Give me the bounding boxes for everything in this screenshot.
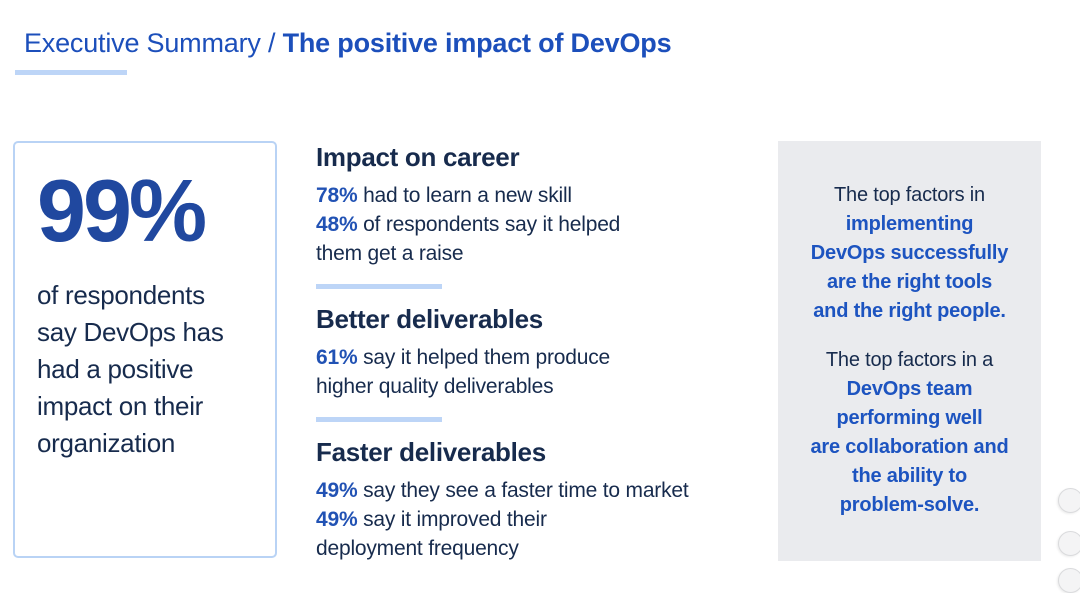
section-lines: 78% had to learn a new skill 48% of respo… — [316, 181, 746, 268]
decorative-dot — [1058, 488, 1080, 513]
decorative-dot — [1058, 568, 1080, 593]
percent-value: 61% — [316, 346, 358, 369]
finding-line: deployment frequency — [316, 537, 519, 560]
callout-panel: The top factors in implementing DevOps suc… — [778, 141, 1041, 561]
finding-line: 49% say it improved their — [316, 508, 547, 531]
finding-line: 48% of respondents say it helped — [316, 213, 621, 236]
finding-line: 78% had to learn a new skill — [316, 184, 572, 207]
finding-section: Faster deliverables 49% say they see a fa… — [316, 436, 746, 563]
decorative-dot — [1058, 531, 1080, 556]
finding-section: Better deliverables 61% say it helped the… — [316, 303, 746, 401]
stat-card: 99% of respondents say DevOps has had a po… — [13, 141, 277, 558]
callout-intro: The top factors in a — [825, 349, 994, 371]
percent-value: 48% — [316, 213, 358, 236]
callout-bold-line: are the right tools — [826, 271, 993, 293]
finding-line: them get a raise — [316, 242, 464, 265]
percent-value: 78% — [316, 184, 358, 207]
section-heading: Impact on career — [316, 142, 520, 172]
section-divider — [316, 417, 442, 422]
percent-value: 49% — [316, 479, 358, 502]
finding-section: Impact on career 78% had to learn a new s… — [316, 141, 746, 268]
page-title-prefix: Executive Summary / — [24, 28, 276, 59]
callout-bold-line: DevOps team — [846, 378, 973, 400]
callout-intro: The top factors in — [834, 184, 985, 206]
percent-value: 49% — [316, 508, 358, 531]
stat-description-line: impact on their — [37, 391, 204, 421]
page-title: Executive Summary / The positive impact … — [24, 26, 672, 60]
callout-bold-line: performing well — [836, 407, 983, 429]
callout-bold-line: are collaboration and — [810, 436, 1009, 458]
stat-value: 99% — [37, 161, 207, 260]
finding-line: higher quality deliverables — [316, 375, 554, 398]
stat-description-line: had a positive — [37, 354, 194, 384]
callout-paragraph: The top factors in implementing DevOps suc… — [794, 181, 1025, 326]
page-title-emphasis: The positive impact of DevOps — [282, 28, 672, 59]
stat-description-line: say DevOps has — [37, 317, 224, 347]
finding-line: 49% say they see a faster time to market — [316, 479, 689, 502]
stat-description-line: organization — [37, 428, 176, 458]
callout-bold-line: DevOps successfully — [810, 242, 1009, 264]
callout-bold-line: problem-solve. — [839, 494, 980, 516]
stat-description-line: of respondents — [37, 280, 205, 310]
section-lines: 61% say it helped them produce higher qua… — [316, 343, 746, 401]
stat-description: of respondents say DevOps has had a positi… — [37, 277, 259, 462]
callout-bold-line: the ability to — [852, 465, 967, 487]
survey-findings: Impact on career 78% had to learn a new s… — [316, 141, 746, 563]
title-space — [275, 28, 282, 58]
section-heading: Faster deliverables — [316, 437, 546, 467]
callout-paragraph: The top factors in a DevOps team performin… — [794, 346, 1025, 520]
section-heading: Better deliverables — [316, 304, 543, 334]
callout-bold-line: and the right people. — [813, 300, 1006, 322]
finding-line: 61% say it helped them produce — [316, 346, 611, 369]
section-divider — [316, 284, 442, 289]
section-lines: 49% say they see a faster time to market… — [316, 476, 746, 563]
title-underline-bar — [15, 70, 127, 75]
callout-bold-line: implementing — [845, 213, 974, 235]
